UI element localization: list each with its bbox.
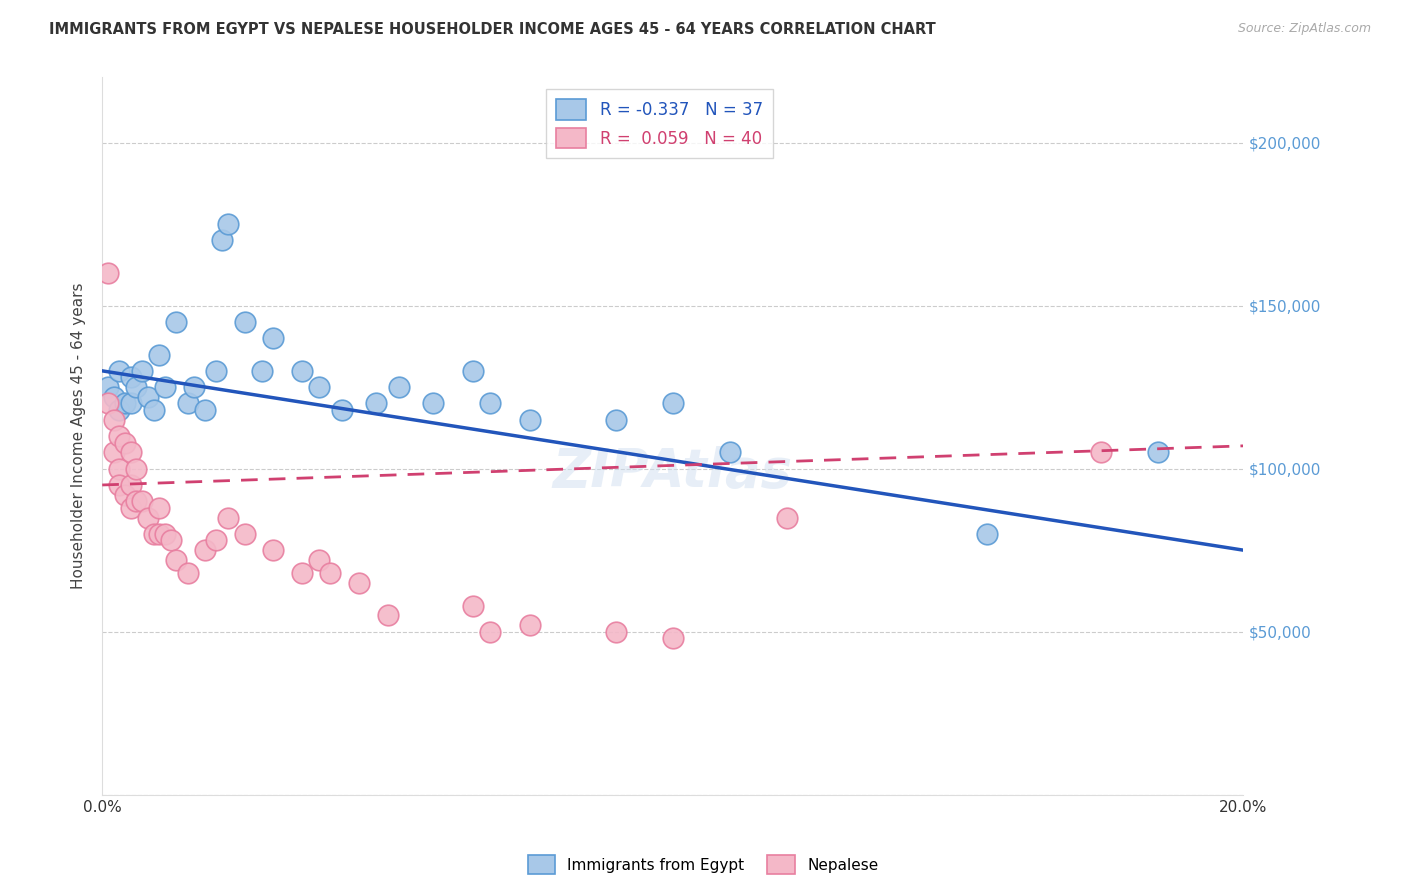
Point: [125, 494, 148, 508]
Point: [136, 390, 159, 404]
Point: [479, 396, 502, 410]
Point: [233, 315, 256, 329]
Point: [662, 396, 685, 410]
Point: [662, 631, 685, 645]
Point: [605, 624, 627, 639]
Point: [97, 266, 120, 280]
Point: [217, 510, 239, 524]
Point: [463, 599, 485, 613]
Point: [125, 380, 148, 394]
Point: [120, 445, 142, 459]
Point: [108, 461, 131, 475]
Point: [148, 527, 170, 541]
Point: [103, 413, 125, 427]
Point: [308, 380, 330, 394]
Legend: R = -0.337   N = 37, R =  0.059   N = 40: R = -0.337 N = 37, R = 0.059 N = 40: [547, 89, 773, 159]
Point: [148, 500, 170, 515]
Point: [120, 478, 142, 492]
Point: [519, 618, 541, 632]
Point: [114, 396, 136, 410]
Point: [108, 364, 131, 378]
Point: [97, 380, 120, 394]
Point: [177, 566, 200, 580]
Point: [114, 435, 136, 450]
Text: Source: ZipAtlas.com: Source: ZipAtlas.com: [1237, 22, 1371, 36]
Point: [1147, 445, 1170, 459]
Point: [103, 445, 125, 459]
Point: [319, 566, 342, 580]
Point: [194, 543, 217, 558]
Point: [205, 533, 228, 548]
Point: [194, 403, 217, 417]
Point: [142, 403, 165, 417]
Point: [605, 413, 627, 427]
Point: [108, 429, 131, 443]
Point: [776, 510, 799, 524]
Point: [330, 403, 353, 417]
Point: [165, 553, 187, 567]
Point: [262, 543, 284, 558]
Point: [211, 234, 233, 248]
Point: [422, 396, 444, 410]
Point: [519, 413, 541, 427]
Point: [108, 403, 131, 417]
Point: [165, 315, 187, 329]
Point: [1090, 445, 1112, 459]
Point: [103, 390, 125, 404]
Point: [291, 566, 314, 580]
Point: [159, 533, 181, 548]
Point: [217, 217, 239, 231]
Point: [177, 396, 200, 410]
Point: [463, 364, 485, 378]
Point: [108, 478, 131, 492]
Point: [114, 488, 136, 502]
Point: [233, 527, 256, 541]
Point: [120, 370, 142, 384]
Point: [142, 527, 165, 541]
Point: [388, 380, 411, 394]
Text: ZIPAtlas: ZIPAtlas: [553, 446, 793, 498]
Legend: Immigrants from Egypt, Nepalese: Immigrants from Egypt, Nepalese: [522, 849, 884, 880]
Point: [250, 364, 273, 378]
Point: [718, 445, 741, 459]
Point: [97, 396, 120, 410]
Point: [153, 527, 176, 541]
Point: [205, 364, 228, 378]
Point: [291, 364, 314, 378]
Point: [976, 527, 998, 541]
Point: [183, 380, 205, 394]
Point: [148, 347, 170, 361]
Point: [120, 500, 142, 515]
Point: [153, 380, 176, 394]
Text: IMMIGRANTS FROM EGYPT VS NEPALESE HOUSEHOLDER INCOME AGES 45 - 64 YEARS CORRELAT: IMMIGRANTS FROM EGYPT VS NEPALESE HOUSEH…: [49, 22, 936, 37]
Point: [308, 553, 330, 567]
Point: [377, 608, 399, 623]
Point: [131, 494, 153, 508]
Point: [136, 510, 159, 524]
Point: [479, 624, 502, 639]
Y-axis label: Householder Income Ages 45 - 64 years: Householder Income Ages 45 - 64 years: [72, 283, 86, 590]
Point: [366, 396, 388, 410]
Point: [120, 396, 142, 410]
Point: [262, 331, 284, 345]
Point: [125, 461, 148, 475]
Point: [131, 364, 153, 378]
Point: [347, 575, 370, 590]
